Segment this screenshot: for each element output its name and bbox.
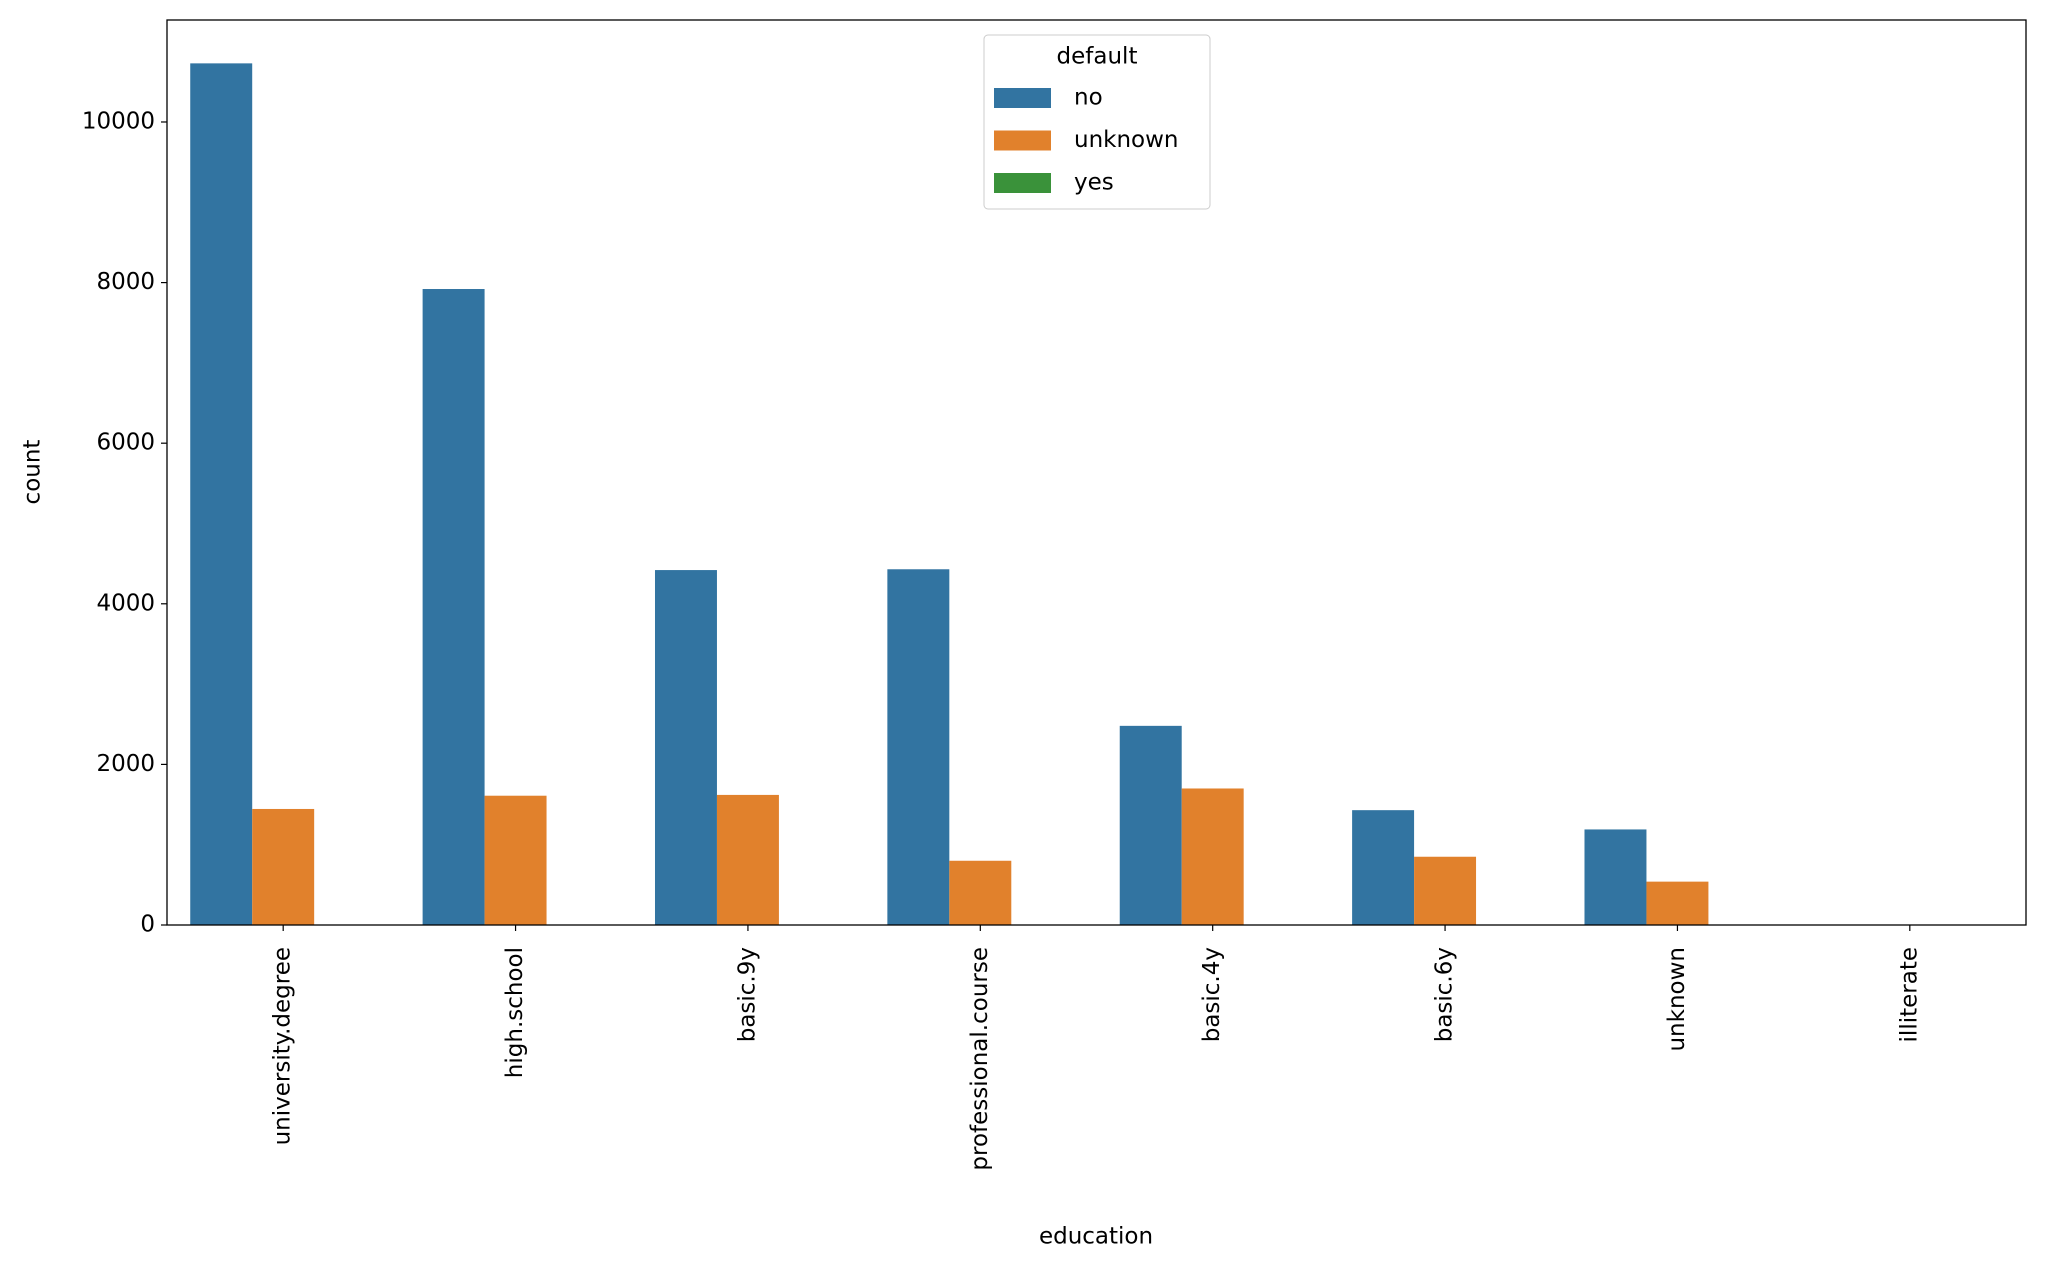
legend-swatch xyxy=(994,88,1051,108)
x-tick-label: basic.9y xyxy=(734,947,760,1042)
legend-label: yes xyxy=(1074,170,1114,196)
legend-label: no xyxy=(1074,85,1103,111)
legend: default no unknown yes xyxy=(983,34,1211,210)
x-tick-label: university.degree xyxy=(270,947,296,1145)
bar xyxy=(716,794,779,925)
bar xyxy=(1646,881,1709,925)
bar xyxy=(190,63,253,925)
plot-frame xyxy=(166,19,2027,926)
x-tick-label: basic.6y xyxy=(1432,947,1458,1042)
legend-swatch xyxy=(994,130,1051,151)
bar xyxy=(252,808,315,925)
x-tick-label: basic.4y xyxy=(1199,947,1225,1042)
y-tick-label: 6000 xyxy=(96,430,155,456)
x-axis-label: education xyxy=(1039,1224,1153,1250)
legend-swatch xyxy=(994,173,1051,193)
x-tick-label: high.school xyxy=(502,947,528,1078)
y-tick-label: 8000 xyxy=(96,269,155,295)
x-tick-label: illiterate xyxy=(1896,947,1922,1042)
y-tick-label: 2000 xyxy=(96,751,155,777)
legend-box xyxy=(983,34,1211,210)
bar xyxy=(1584,829,1647,925)
legend-label: unknown xyxy=(1074,127,1179,153)
y-tick-label: 10000 xyxy=(82,108,155,134)
bar xyxy=(1352,810,1415,925)
bar xyxy=(1119,725,1182,925)
bar xyxy=(887,569,950,925)
x-tick-label: professional.course xyxy=(967,947,993,1171)
y-axis-label: count xyxy=(20,440,46,505)
x-tick-label: unknown xyxy=(1664,947,1690,1052)
y-tick-label: 0 xyxy=(140,912,155,938)
bar xyxy=(949,860,1012,925)
legend-title: default xyxy=(1057,44,1138,70)
bar xyxy=(1181,788,1244,925)
bar xyxy=(654,570,717,925)
y-tick-label: 4000 xyxy=(96,590,155,616)
bar xyxy=(1414,856,1477,925)
bar xyxy=(484,795,547,925)
bar xyxy=(422,289,485,926)
